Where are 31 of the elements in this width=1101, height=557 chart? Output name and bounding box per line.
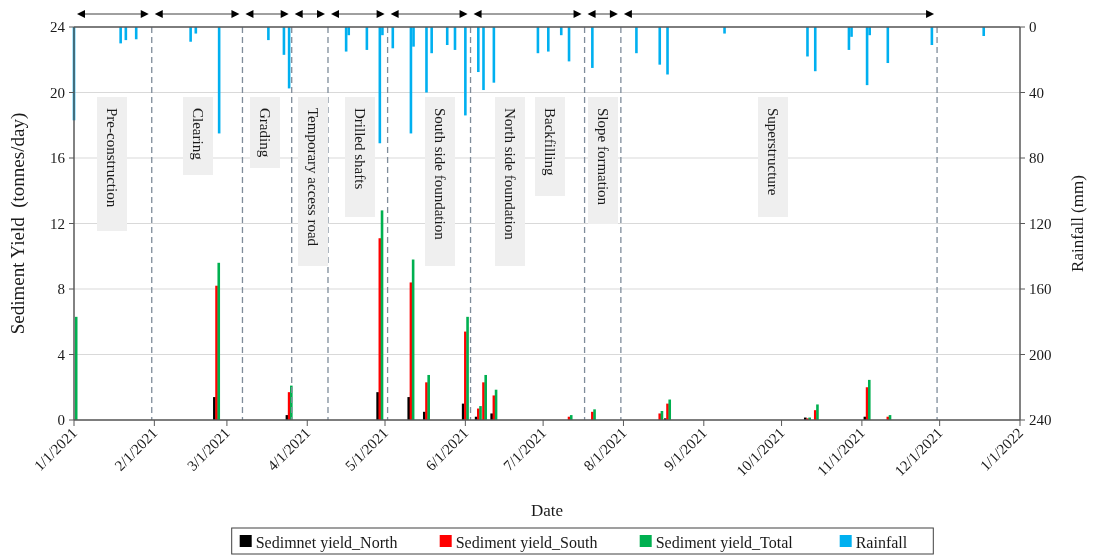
annotation: Backfilling: [542, 108, 558, 176]
legend-label: Sediment yield_South: [455, 533, 598, 552]
legend-label: Sedimnet yield_North: [255, 533, 398, 552]
y-tick-label: 12: [50, 215, 65, 232]
legend-label: Rainfall: [855, 533, 908, 551]
annotation: Drilled shafts: [352, 108, 368, 190]
y-tick-label: 8: [57, 281, 65, 297]
annotation: Slope formation: [595, 108, 611, 206]
annotation: Grading: [257, 108, 273, 158]
y2-tick-label: 200: [1029, 346, 1052, 363]
y2-tick-label: 160: [1029, 281, 1052, 297]
annotation: Superstructure: [765, 108, 781, 196]
y2-axis-title: Rainfall (mm): [1068, 175, 1087, 272]
y-tick-label: 24: [50, 19, 66, 35]
y-tick-label: 0: [57, 412, 65, 428]
annotation: Clearing: [190, 108, 206, 161]
y2-tick-label: 40: [1029, 84, 1044, 101]
y2-tick-label: 0: [1029, 19, 1037, 35]
y-axis-title: Sediment Yield (tonnes/day): [7, 112, 29, 335]
annotation: North side foundation: [502, 108, 518, 241]
y2-tick-label: 120: [1029, 215, 1052, 232]
annotation: Temporary access road: [305, 108, 321, 247]
x-axis-title: Date: [530, 501, 564, 520]
y2-tick-label: 240: [1029, 412, 1052, 428]
annotation: Pre-construction: [104, 108, 120, 208]
y-tick-label: 4: [57, 346, 66, 363]
y-tick-label: 16: [50, 150, 66, 166]
annotation: South side foundation: [432, 108, 448, 241]
y-tick-label: 20: [50, 84, 65, 101]
legend-label: Sediment yield_Total: [655, 533, 794, 552]
y2-tick-label: 80: [1029, 150, 1044, 166]
